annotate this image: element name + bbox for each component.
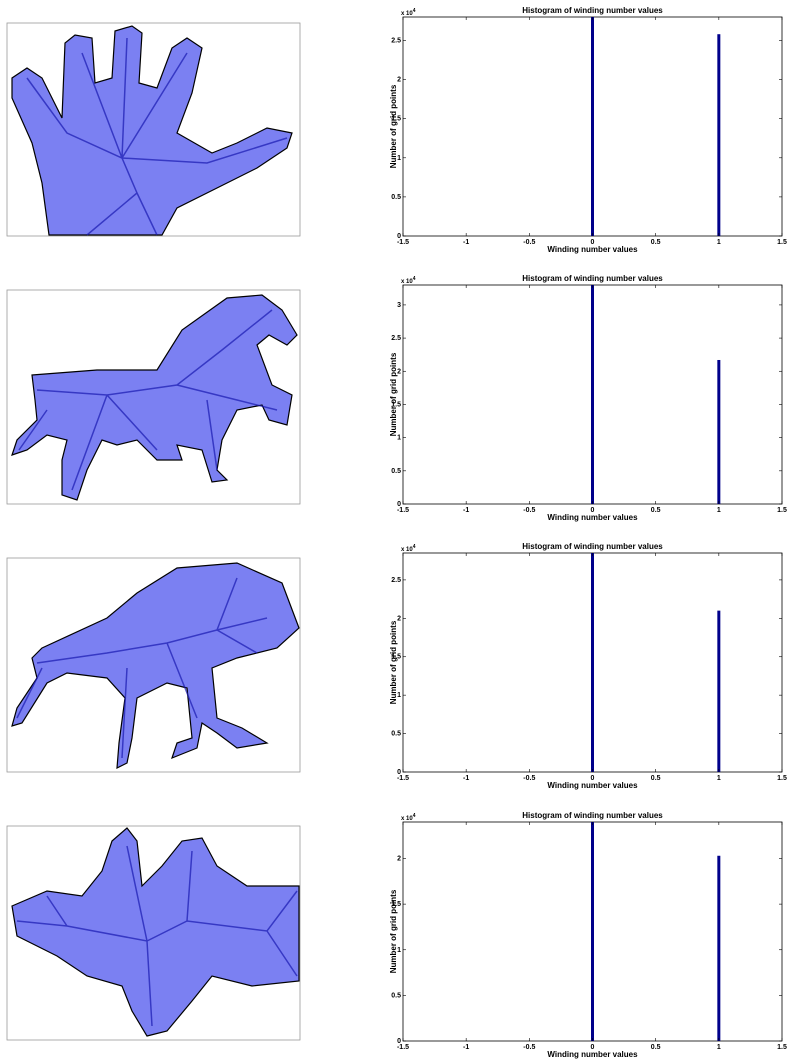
x-tick-label: 1 [717, 507, 721, 514]
x-axis-label: Winding number values [547, 1050, 638, 1059]
x-tick-label: -1 [463, 239, 469, 246]
bar [591, 285, 594, 504]
horse-panel [7, 290, 300, 504]
y-multiplier: x 104 [401, 544, 416, 553]
x-tick-label: -1.5 [397, 775, 409, 782]
y-tick-label: 0 [397, 233, 401, 240]
y-tick-label: 2.5 [391, 37, 401, 44]
y-tick-label: 0.5 [391, 992, 401, 999]
y-tick-label: 3 [397, 302, 401, 309]
multiplier-exponent: 4 [413, 544, 416, 550]
multiplier-base: x 10 [401, 547, 413, 553]
x-tick-label: 1 [717, 1044, 721, 1051]
multiplier-exponent: 4 [413, 813, 416, 819]
bar [591, 553, 594, 772]
histogram: -1.5-1-0.500.511.500.511.522.5Histogram … [389, 542, 787, 790]
y-tick-label: 0.5 [391, 468, 401, 475]
y-tick-label: 2.5 [391, 577, 401, 584]
bar [717, 611, 720, 772]
x-tick-label: -1.5 [397, 507, 409, 514]
fish-shape [12, 828, 299, 1036]
figure: -1.5 -1 -0.5 0 0.5 1 1.5 0 0.5 1 1.5 2 2.5 Histogram … [0, 0, 787, 1064]
x-tick-label: 1 [717, 775, 721, 782]
x-tick-label: 1.5 [777, 775, 787, 782]
x-tick-label: 1 [717, 239, 721, 246]
x-tick-label: 1.5 [777, 1044, 787, 1051]
x-tick-label: 0.5 [651, 775, 661, 782]
multiplier-base: x 10 [401, 816, 413, 822]
x-tick-label: -1.5 [397, 239, 409, 246]
x-tick-label: -0.5 [523, 775, 535, 782]
y-tick-label: 0.5 [391, 194, 401, 201]
x-tick-label: 1.5 [777, 507, 787, 514]
y-multiplier: x 104 [401, 8, 416, 17]
y-tick-label: 2 [397, 77, 401, 84]
y-axis-label: Number of grid points [389, 84, 398, 168]
x-axis-label: Winding number values [547, 781, 638, 790]
x-tick-label: 0.5 [651, 507, 661, 514]
hand-panel [7, 23, 300, 236]
y-tick-label: 0 [397, 1038, 401, 1045]
multiplier-exponent: 4 [413, 276, 416, 282]
x-tick-label: -0.5 [523, 1044, 535, 1051]
y-tick-label: 2 [397, 856, 401, 863]
y-tick-label: 0 [397, 769, 401, 776]
kiwi-shape [12, 563, 299, 768]
bar [591, 17, 594, 236]
chart-title: Histogram of winding number values [522, 274, 663, 283]
bar [717, 34, 720, 236]
x-tick-label: -1 [463, 507, 469, 514]
x-axis-label: Winding number values [547, 513, 638, 522]
x-tick-label: 0.5 [651, 239, 661, 246]
chart-title: Histogram of winding number values [522, 542, 663, 551]
x-tick-label: -1 [463, 775, 469, 782]
x-tick-label: -1 [463, 1044, 469, 1051]
x-tick-label: -1.5 [397, 1044, 409, 1051]
fish-panel [7, 826, 300, 1040]
horse-shape [12, 295, 297, 500]
x-tick-label: -0.5 [523, 239, 535, 246]
bar [717, 856, 720, 1041]
chart-title: Histogram of winding number values [522, 6, 663, 15]
bar [717, 360, 720, 504]
y-tick-label: 2.5 [391, 335, 401, 342]
hand-shape [12, 26, 292, 235]
multiplier-base: x 10 [401, 279, 413, 285]
y-tick-label: 0.5 [391, 731, 401, 738]
y-axis-label: Number of grid points [389, 889, 398, 973]
x-tick-label: 1.5 [777, 239, 787, 246]
kiwi-panel [7, 558, 300, 772]
y-axis-label: Number of grid points [389, 352, 398, 436]
multiplier-exponent: 4 [413, 8, 416, 14]
y-multiplier: x 104 [401, 276, 416, 285]
y-axis-label: Number of grid points [389, 620, 398, 704]
y-tick-label: 0 [397, 501, 401, 508]
bar [591, 822, 594, 1041]
x-tick-label: -0.5 [523, 507, 535, 514]
multiplier-base: x 10 [401, 11, 413, 17]
x-axis-label: Winding number values [547, 245, 638, 254]
y-multiplier: x 104 [401, 813, 416, 822]
x-tick-label: 0.5 [651, 1044, 661, 1051]
chart-title: Histogram of winding number values [522, 811, 663, 820]
